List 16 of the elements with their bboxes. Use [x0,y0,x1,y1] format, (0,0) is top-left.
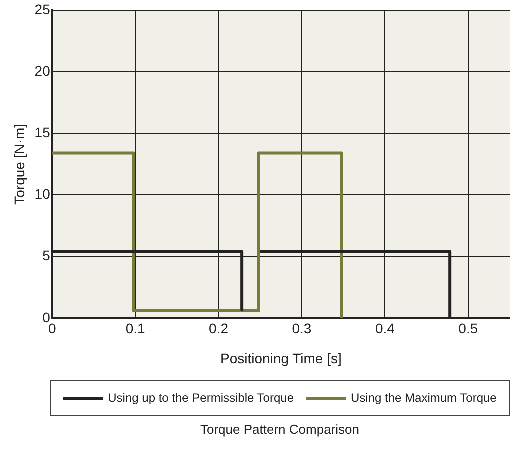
y-tick-label: 5 [42,248,51,264]
y-tick-label: 20 [34,62,51,79]
y-tick-label: 10 [34,186,51,202]
y-axis-title: Torque [N·m] [11,124,28,205]
legend-label: Using the Maximum Torque [351,391,497,405]
y-tick-label: 15 [34,124,51,140]
x-tick-label: 0.3 [292,320,312,337]
x-axis-title: Positioning Time [s] [220,350,342,366]
x-tick-label: 0.1 [126,320,146,337]
x-tick-label: 0.4 [375,320,396,337]
x-tick-label: 0.2 [209,320,229,337]
legend-label: Using up to the Permissible Torque [108,391,294,405]
y-tick-label: 25 [34,1,51,18]
text: Torque Pattern Comparison [200,422,360,437]
x-tick-label: 0.5 [458,320,478,337]
y-tick-label: 0 [42,309,51,326]
